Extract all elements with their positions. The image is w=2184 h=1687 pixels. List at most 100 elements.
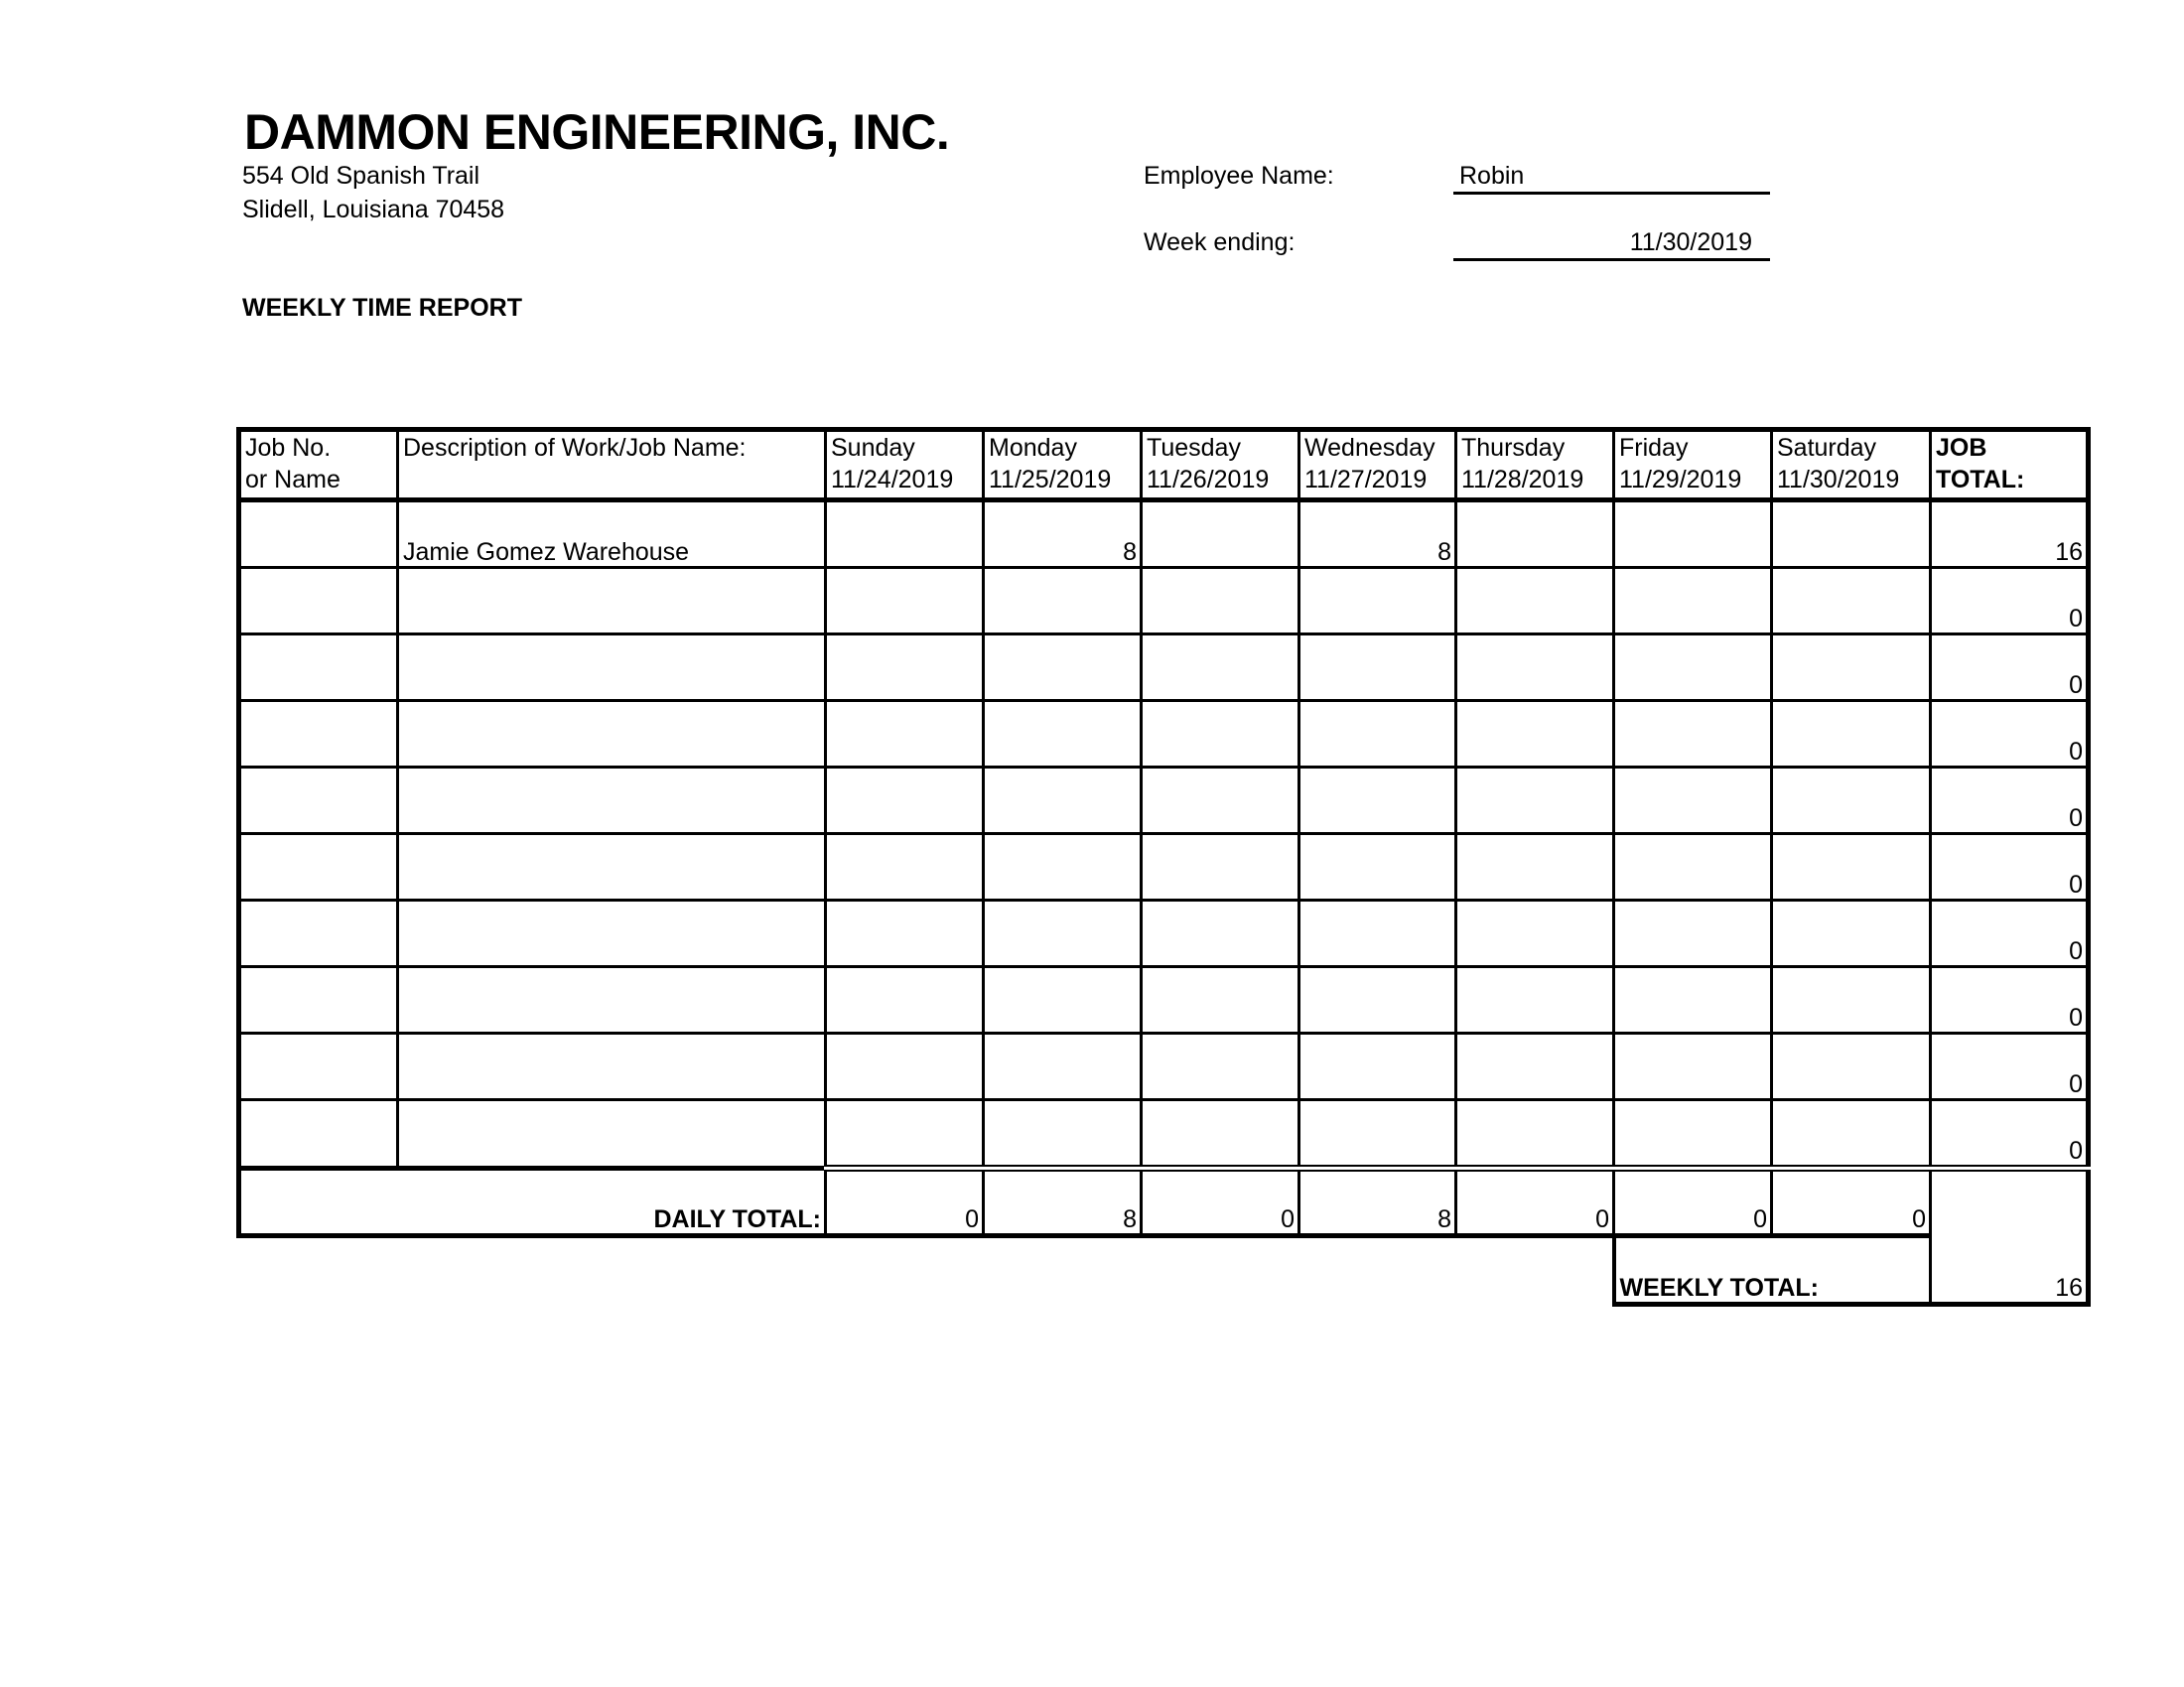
hours-cell[interactable] (1140, 498, 1300, 569)
job-cell[interactable] (236, 766, 399, 835)
hours-cell[interactable] (982, 1098, 1143, 1170)
description-cell[interactable] (396, 965, 827, 1035)
hours-cell[interactable] (1297, 766, 1457, 835)
hours-cell[interactable] (1454, 498, 1615, 569)
job-total-cell: 0 (1929, 566, 2091, 635)
job-cell[interactable] (236, 699, 399, 769)
hours-cell[interactable]: 8 (1297, 498, 1457, 569)
hours-cell[interactable] (1454, 566, 1615, 635)
hours-cell[interactable] (1612, 498, 1773, 569)
hours-cell[interactable] (824, 766, 985, 835)
job-cell[interactable] (236, 1098, 399, 1170)
hours-cell[interactable] (1770, 1098, 1932, 1170)
hours-cell[interactable] (982, 899, 1143, 968)
description-cell[interactable] (396, 899, 827, 968)
hours-cell[interactable] (1140, 633, 1300, 702)
description-cell[interactable] (396, 832, 827, 902)
job-cell[interactable] (236, 965, 399, 1035)
hours-cell[interactable] (824, 633, 985, 702)
description-cell[interactable] (396, 1098, 827, 1170)
hours-cell[interactable] (1140, 899, 1300, 968)
hours-cell[interactable] (824, 899, 985, 968)
hours-cell[interactable] (1770, 633, 1932, 702)
hours-cell[interactable] (1612, 965, 1773, 1035)
hours-cell[interactable] (982, 965, 1143, 1035)
hours-cell[interactable] (982, 832, 1143, 902)
hours-cell[interactable] (1297, 899, 1457, 968)
hours-cell[interactable] (1770, 1032, 1932, 1101)
job-cell[interactable] (236, 633, 399, 702)
job-cell[interactable] (236, 566, 399, 635)
hours-cell[interactable] (1140, 766, 1300, 835)
week-ending-label: Week ending: (1144, 228, 1296, 256)
header-cell: Tuesday 11/26/2019 (1140, 427, 1300, 502)
hours-cell[interactable] (1140, 566, 1300, 635)
hours-cell[interactable] (1297, 699, 1457, 769)
week-ending-field[interactable]: 11/30/2019 (1453, 228, 1770, 261)
hours-cell[interactable] (1297, 832, 1457, 902)
weekly-total-row: WEEKLY TOTAL: (239, 1234, 2089, 1307)
hours-cell[interactable] (1770, 965, 1932, 1035)
hours-cell[interactable] (1612, 633, 1773, 702)
company-name: DAMMON ENGINEERING, INC. (244, 104, 950, 160)
hours-cell[interactable] (1140, 832, 1300, 902)
hours-cell[interactable] (1454, 899, 1615, 968)
hours-cell[interactable] (1612, 899, 1773, 968)
hours-cell[interactable] (1297, 1098, 1457, 1170)
job-cell[interactable] (236, 498, 399, 569)
description-cell[interactable] (396, 699, 827, 769)
description-cell[interactable] (396, 1032, 827, 1101)
hours-cell[interactable] (982, 566, 1143, 635)
job-total-cell: 0 (1929, 1032, 2091, 1101)
hours-cell[interactable] (824, 965, 985, 1035)
hours-cell[interactable] (1770, 899, 1932, 968)
hours-cell[interactable] (982, 766, 1143, 835)
header-cell: Thursday 11/28/2019 (1454, 427, 1615, 502)
hours-cell[interactable] (824, 1032, 985, 1101)
hours-cell[interactable] (824, 498, 985, 569)
hours-cell[interactable] (1454, 633, 1615, 702)
hours-cell[interactable]: 8 (982, 498, 1143, 569)
hours-cell[interactable] (1454, 1032, 1615, 1101)
hours-cell[interactable] (1770, 699, 1932, 769)
hours-cell[interactable] (1297, 965, 1457, 1035)
hours-cell[interactable] (1770, 566, 1932, 635)
description-cell[interactable] (396, 633, 827, 702)
hours-cell[interactable] (1140, 699, 1300, 769)
hours-cell[interactable] (1612, 566, 1773, 635)
hours-cell[interactable] (1454, 699, 1615, 769)
hours-cell[interactable] (1297, 1032, 1457, 1101)
hours-cell[interactable] (1612, 832, 1773, 902)
job-cell[interactable] (236, 1032, 399, 1101)
hours-cell[interactable] (1140, 1032, 1300, 1101)
hours-cell[interactable] (1140, 1098, 1300, 1170)
job-cell[interactable] (236, 832, 399, 902)
hours-cell[interactable] (1297, 633, 1457, 702)
hours-cell[interactable] (1454, 832, 1615, 902)
hours-cell[interactable] (1454, 766, 1615, 835)
hours-cell[interactable] (1612, 1032, 1773, 1101)
hours-cell[interactable] (1770, 766, 1932, 835)
description-cell[interactable] (396, 566, 827, 635)
employee-name-field[interactable]: Robin (1453, 162, 1770, 195)
hours-cell[interactable] (1770, 498, 1932, 569)
hours-cell[interactable] (982, 699, 1143, 769)
hours-cell[interactable] (824, 699, 985, 769)
hours-cell[interactable] (1454, 1098, 1615, 1170)
hours-cell[interactable] (824, 1098, 985, 1170)
time-report-table: Job No. or Name Description of Work/Job Na… (236, 427, 2091, 1307)
hours-cell[interactable] (982, 633, 1143, 702)
job-cell[interactable] (236, 899, 399, 968)
description-cell[interactable]: Jamie Gomez Warehouse (396, 498, 827, 569)
hours-cell[interactable] (1612, 1098, 1773, 1170)
hours-cell[interactable] (824, 566, 985, 635)
hours-cell[interactable] (824, 832, 985, 902)
hours-cell[interactable] (1770, 832, 1932, 902)
description-cell[interactable] (396, 766, 827, 835)
hours-cell[interactable] (1297, 566, 1457, 635)
hours-cell[interactable] (1612, 699, 1773, 769)
hours-cell[interactable] (1140, 965, 1300, 1035)
hours-cell[interactable] (982, 1032, 1143, 1101)
hours-cell[interactable] (1454, 965, 1615, 1035)
hours-cell[interactable] (1612, 766, 1773, 835)
